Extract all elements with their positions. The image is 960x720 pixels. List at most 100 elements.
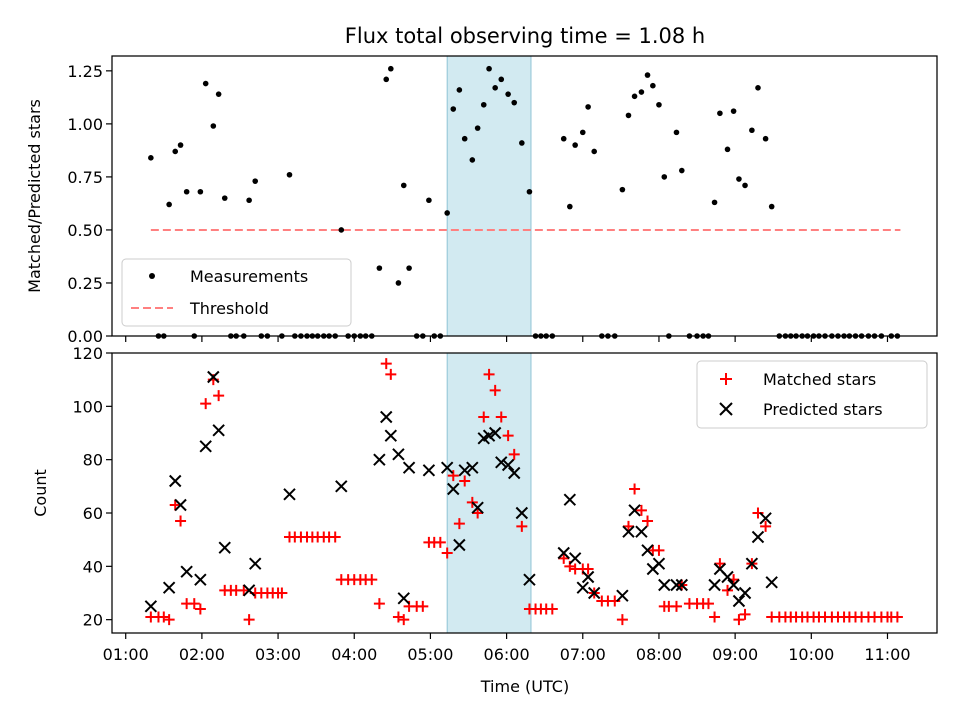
predicted-star-marker: [622, 525, 635, 538]
measurements-legend-marker: [149, 273, 155, 279]
bottom-ylabel: Count: [31, 469, 50, 517]
predicted-star-marker: [508, 466, 521, 480]
matched-star-marker: [366, 574, 378, 586]
matched-star-marker: [398, 614, 410, 626]
predicted-star-marker: [249, 557, 262, 570]
matched-star-marker: [483, 368, 495, 380]
chart-title: Flux total observing time = 1.08 h: [345, 24, 705, 48]
measurement-point: [456, 87, 463, 93]
predicted-star-marker: [458, 464, 471, 477]
matched-legend-marker: [720, 373, 732, 385]
predicted-star-marker: [402, 461, 416, 474]
measurement-point: [461, 135, 468, 142]
matched-star-marker: [434, 536, 446, 548]
measurement-point: [625, 112, 632, 119]
measurement-point: [638, 89, 645, 95]
measurement-point: [644, 72, 651, 78]
predicted-star-marker: [765, 576, 778, 589]
predicted-star-marker: [751, 530, 765, 544]
matched-star-marker: [213, 390, 225, 402]
measurement-point: [736, 176, 742, 182]
matched-legend-label: Matched stars: [763, 370, 876, 389]
matched-star-marker: [653, 544, 665, 556]
matched-star-marker: [714, 558, 726, 570]
predicted-star-marker: [242, 584, 256, 597]
bottom-ytick-label: 80: [83, 451, 103, 470]
threshold-legend-label: Threshold: [189, 299, 269, 318]
predicted-star-marker: [745, 557, 759, 570]
measurement-point: [177, 142, 184, 148]
top-ylabel: Matched/Predicted stars: [25, 99, 44, 293]
measurement-point: [450, 106, 457, 112]
matched-star-marker: [635, 504, 647, 516]
measurement-point: [661, 174, 668, 180]
predicted-star-marker: [174, 498, 187, 512]
measurement-point: [474, 125, 481, 131]
predicted-star-marker: [207, 370, 220, 384]
predicted-star-marker: [628, 504, 641, 517]
matched-star-marker: [702, 598, 714, 610]
measurement-point: [252, 178, 259, 184]
predicted-legend-marker: [719, 402, 733, 416]
bottom-ytick-label: 120: [72, 344, 103, 363]
measurement-point: [505, 91, 511, 97]
predicted-star-marker: [641, 544, 654, 557]
matched-star-marker: [243, 614, 255, 626]
measurement-point: [486, 65, 492, 72]
measurement-point: [383, 76, 390, 83]
predicted-star-marker: [576, 581, 589, 594]
xtick-label: 05:00: [407, 645, 453, 664]
matched-star-marker: [616, 614, 628, 626]
predicted-star-marker: [488, 426, 502, 440]
predicted-star-marker: [568, 552, 582, 565]
measurement-points: [148, 65, 901, 339]
measurement-point: [742, 182, 748, 189]
measurement-point: [400, 182, 407, 189]
predicted-star-marker: [670, 578, 683, 592]
matched-star-marker: [373, 598, 385, 610]
measurement-point: [406, 265, 412, 271]
measurements-legend-label: Measurements: [190, 267, 308, 286]
matched-star-marker: [642, 515, 654, 527]
predicted-star-marker: [422, 464, 436, 477]
measurement-point: [711, 199, 718, 206]
predicted-star-marker: [581, 570, 595, 584]
measurement-point: [560, 135, 567, 142]
bottom-legend: Matched stars Predicted stars: [696, 360, 928, 429]
predicted-star-marker: [658, 578, 671, 592]
predicted-star-marker: [397, 592, 410, 605]
measurement-point: [679, 167, 685, 174]
matched-star-marker: [163, 614, 175, 626]
xtick-label: 08:00: [636, 645, 682, 664]
measurement-point: [210, 123, 217, 129]
bottom-highlight-layer: [446, 352, 532, 634]
measurement-point: [567, 203, 573, 210]
measurement-point: [166, 201, 172, 208]
measurement-point: [197, 188, 204, 195]
predicted-star-marker: [759, 512, 772, 525]
count-points: [144, 358, 903, 626]
predicted-star-marker: [721, 570, 734, 584]
measurement-point: [286, 171, 293, 178]
matched-star-marker: [175, 515, 187, 527]
matched-star-marker: [472, 507, 484, 519]
xtick-label: 02:00: [179, 645, 225, 664]
measurement-point: [591, 148, 598, 155]
measurement-point: [656, 101, 662, 108]
xtick-label: 03:00: [255, 645, 301, 664]
measurement-point: [572, 142, 578, 148]
matched-star-marker: [188, 598, 200, 610]
matched-star-marker: [453, 518, 465, 530]
predicted-star-marker: [392, 448, 405, 461]
measurement-point: [585, 104, 591, 110]
measurement-point: [202, 80, 209, 87]
measurement-point: [724, 146, 731, 153]
matched-star-marker: [546, 603, 558, 615]
measurement-point: [183, 188, 190, 195]
matched-star-marker: [558, 552, 570, 564]
matched-star-marker: [238, 584, 250, 596]
bottom-panel: 20 40 60 80 100 120 01:00 02:00 03:00 04:00 05:00 0…: [31, 344, 938, 696]
matched-star-marker: [329, 531, 341, 543]
measurement-point: [730, 108, 737, 114]
